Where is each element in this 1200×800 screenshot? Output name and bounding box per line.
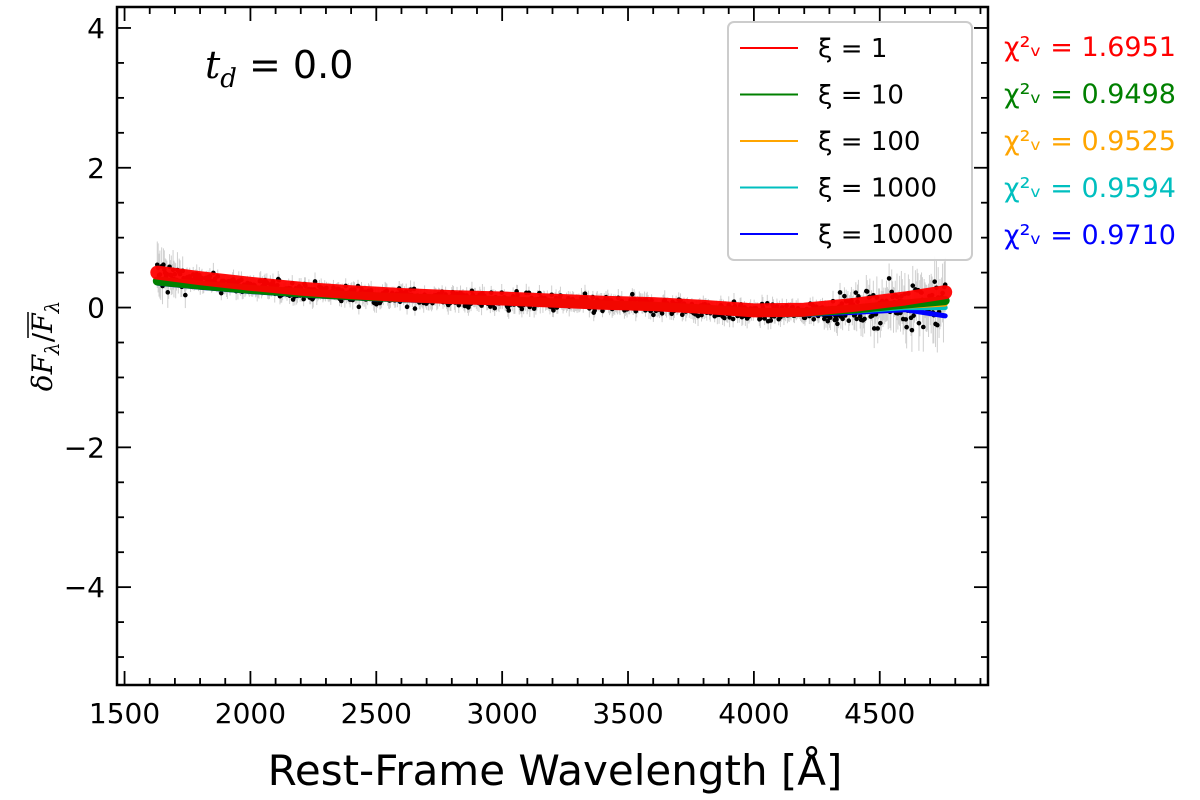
data-point — [911, 313, 916, 318]
chi-squared-label: χ²ᵥ = 1.6951 — [1004, 32, 1176, 63]
svg-text:td = 0.0: td = 0.0 — [205, 43, 353, 94]
data-point — [903, 317, 909, 322]
data-point — [659, 311, 665, 316]
data-point — [920, 324, 926, 330]
data-point — [630, 291, 635, 297]
data-point — [870, 313, 875, 318]
data-point — [551, 308, 556, 313]
data-point — [837, 290, 843, 295]
data-point — [916, 320, 922, 326]
legend-label: ξ = 1 — [818, 34, 887, 64]
legend: ξ = 1 ξ = 10 ξ = 100 ξ = 1000 ξ = 10000 — [727, 21, 973, 261]
data-point — [165, 290, 171, 295]
legend-box — [727, 21, 973, 261]
data-point — [862, 316, 867, 322]
chi-squared-label: χ²ᵥ = 0.9594 — [1004, 173, 1176, 204]
y-tick-label: 2 — [87, 152, 105, 185]
data-point — [878, 320, 883, 326]
x-tick-label: 3000 — [467, 697, 538, 730]
data-point — [218, 290, 224, 296]
x-tick-label: 4500 — [844, 697, 915, 730]
legend-entry: ξ = 1 — [740, 34, 887, 64]
data-point — [853, 290, 859, 295]
data-point — [811, 316, 817, 322]
data-point — [727, 315, 732, 320]
data-point — [886, 276, 892, 281]
data-point — [904, 324, 909, 330]
data-point — [301, 296, 306, 302]
data-point — [651, 312, 656, 318]
y-tick-label: −4 — [64, 571, 105, 604]
data-point — [679, 312, 685, 318]
data-point — [374, 301, 379, 307]
x-tick-label: 4000 — [718, 697, 789, 730]
data-point — [834, 317, 839, 322]
legend-entry: ξ = 10 — [740, 81, 904, 111]
data-point — [857, 313, 863, 319]
data-point — [339, 298, 344, 304]
data-point — [871, 326, 877, 331]
data-point — [875, 326, 881, 331]
data-point — [730, 316, 736, 322]
chi-squared-label: χ²ᵥ = 0.9498 — [1004, 79, 1176, 110]
x-tick-label: 2500 — [341, 697, 412, 730]
data-point — [910, 283, 916, 288]
data-point — [699, 312, 704, 318]
data-point — [762, 316, 767, 321]
legend-label: ξ = 100 — [818, 127, 920, 157]
data-point — [404, 304, 410, 310]
y-tick-label: −2 — [64, 431, 105, 464]
data-point — [183, 292, 188, 298]
data-point — [531, 306, 537, 311]
legend-entry: ξ = 1000 — [740, 174, 937, 204]
data-point — [492, 305, 498, 311]
chi-squared-label: χ²ᵥ = 0.9710 — [1004, 220, 1176, 251]
data-point — [825, 318, 831, 324]
chi-squared-labels: χ²ᵥ = 1.6951 χ²ᵥ = 0.9498 χ²ᵥ = 0.9525 χ²ᵥ … — [1004, 32, 1176, 251]
legend-entry: ξ = 100 — [740, 127, 920, 157]
time-annotation: td = 0.0 — [205, 43, 353, 94]
svg-text:δFλ/Fλ: δFλ/Fλ — [26, 301, 64, 392]
data-point — [840, 316, 845, 322]
data-point — [519, 306, 525, 312]
data-point — [506, 308, 512, 313]
data-point — [854, 316, 859, 322]
data-point — [932, 279, 937, 284]
annotation-subscript: d — [220, 64, 237, 94]
data-point — [600, 308, 605, 314]
data-point — [412, 306, 418, 311]
legend-label: ξ = 1000 — [818, 174, 937, 204]
y-axis-title: δFλ/Fλ — [26, 301, 64, 392]
x-tick-label: 3500 — [592, 697, 663, 730]
data-point — [722, 315, 727, 321]
data-point — [695, 313, 701, 319]
series-line — [150, 265, 953, 318]
data-point — [842, 293, 847, 299]
plot-area — [150, 241, 953, 353]
axis-tick-labels: 1500 2000 2500 3000 3500 4000 4500 4 2 0 −2 −4 — [64, 12, 916, 730]
data-point — [768, 318, 774, 323]
data-point — [909, 327, 915, 333]
y-tick-label: 0 — [87, 292, 105, 325]
data-point — [864, 289, 870, 294]
legend-label: ξ = 10 — [818, 81, 904, 111]
legend-entry: ξ = 10000 — [740, 220, 954, 250]
x-axis-title: Rest-Frame Wavelength [Å] — [268, 745, 843, 795]
data-point — [828, 315, 833, 320]
data-point — [935, 322, 940, 328]
legend-label: ξ = 10000 — [818, 220, 954, 250]
annotation-value: = 0.0 — [237, 43, 353, 87]
data-point — [356, 304, 362, 310]
model-lines — [150, 265, 953, 319]
annotation-symbol: t — [205, 43, 221, 87]
data-point — [161, 262, 166, 268]
data-point — [835, 321, 840, 327]
x-tick-label: 1500 — [89, 697, 160, 730]
data-point — [846, 318, 852, 323]
chi-squared-label: χ²ᵥ = 0.9525 — [1004, 126, 1176, 157]
y-tick-label: 4 — [87, 12, 105, 45]
axis-ticks — [117, 7, 988, 685]
x-tick-label: 2000 — [215, 697, 286, 730]
